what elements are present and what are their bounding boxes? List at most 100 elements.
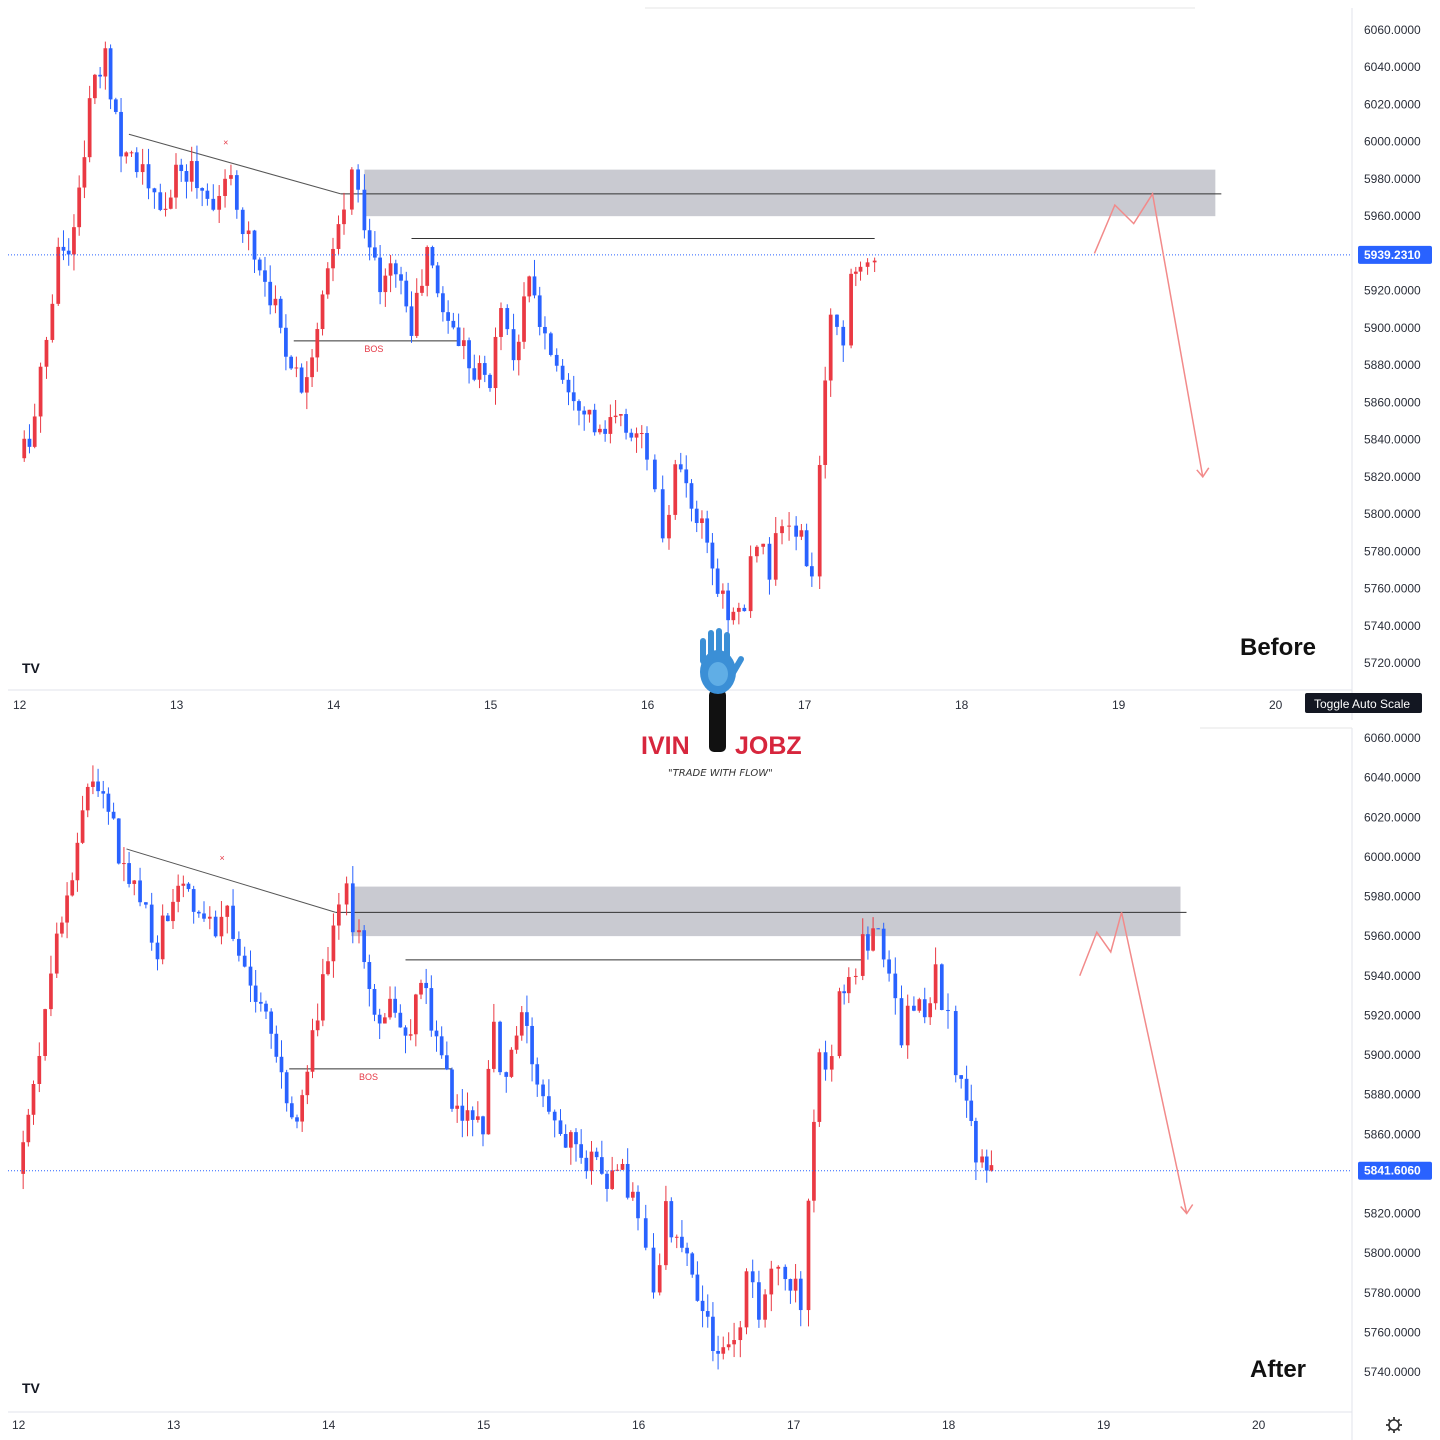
candle-body xyxy=(138,880,142,903)
candle xyxy=(504,1071,509,1093)
candle xyxy=(420,269,424,296)
candle-body xyxy=(793,1278,798,1291)
candle-body xyxy=(186,883,191,890)
candle xyxy=(846,967,851,1004)
candle-body xyxy=(196,911,201,914)
before-label: Before xyxy=(1240,634,1316,661)
candle-body xyxy=(837,991,842,1057)
candle-body xyxy=(419,982,423,995)
candle-body xyxy=(149,904,154,943)
candle-body xyxy=(388,263,393,276)
candle xyxy=(403,1025,408,1054)
candle-body xyxy=(629,432,634,438)
candle xyxy=(871,917,875,952)
y-tick-label: 5820.0000 xyxy=(1364,470,1421,484)
candle xyxy=(577,399,581,426)
gear-icon[interactable] xyxy=(1386,1417,1402,1433)
candle-body xyxy=(455,1105,460,1109)
candle-body xyxy=(799,530,804,537)
candle xyxy=(673,459,678,520)
candle xyxy=(393,986,398,1018)
candle xyxy=(289,1096,294,1120)
candle-body xyxy=(50,303,55,340)
candle-body xyxy=(289,1103,294,1118)
candle-body xyxy=(103,48,108,77)
candle-body xyxy=(356,169,360,190)
candle-body xyxy=(176,885,181,902)
candle-body xyxy=(881,928,886,960)
candle xyxy=(511,313,516,371)
projection-arrow-icon xyxy=(1180,1204,1194,1215)
candle-body xyxy=(620,1163,625,1170)
candle xyxy=(984,1149,989,1183)
candle xyxy=(446,300,451,334)
candle xyxy=(519,1006,524,1041)
candle-body xyxy=(871,928,875,951)
candle-body xyxy=(651,1247,656,1293)
candle xyxy=(257,257,262,276)
candle-body xyxy=(331,248,335,269)
candle-body xyxy=(66,250,71,255)
candle-body xyxy=(430,247,435,266)
candle-body xyxy=(548,333,553,355)
candle xyxy=(49,955,53,1017)
candle-body xyxy=(678,464,683,470)
candle xyxy=(274,1025,279,1063)
candle xyxy=(866,926,870,960)
candle-body xyxy=(96,781,100,792)
candle xyxy=(893,957,898,1015)
candle-body xyxy=(465,1110,470,1121)
candle xyxy=(294,356,299,378)
candle xyxy=(22,430,27,462)
candle xyxy=(299,363,304,394)
candle xyxy=(205,183,210,206)
candle-body xyxy=(191,889,196,912)
candle xyxy=(202,901,206,922)
candle-body xyxy=(742,607,747,612)
candle xyxy=(219,901,224,945)
candle-body xyxy=(809,566,814,577)
candle xyxy=(207,906,212,930)
candle xyxy=(331,237,335,282)
candle xyxy=(899,985,904,1048)
candle-body xyxy=(721,1347,726,1354)
panel-before: BOS × 5939.2310 6060.0000 6040.0000 6020.0000… xyxy=(8,7,1432,720)
x-tick-label: 16 xyxy=(632,1418,646,1432)
y-tick-label: 6000.0000 xyxy=(1364,135,1421,149)
candle xyxy=(788,1278,793,1304)
candle xyxy=(367,954,372,1007)
candle xyxy=(773,516,778,586)
hand-icon xyxy=(700,628,744,694)
candle-body xyxy=(783,1266,788,1280)
toggle-auto-scale-button[interactable]: Toggle Auto Scale xyxy=(1305,693,1422,713)
candle xyxy=(787,512,791,541)
candle-body xyxy=(974,1120,978,1163)
candle-body xyxy=(108,48,113,100)
projection-path xyxy=(1079,912,1188,1214)
candle xyxy=(636,1185,640,1231)
candle xyxy=(599,1140,604,1175)
candle xyxy=(514,1026,519,1054)
candle xyxy=(492,1003,496,1073)
gear-ring xyxy=(1388,1419,1400,1431)
y-tick-label: 5820.0000 xyxy=(1364,1207,1421,1221)
candle-body xyxy=(726,590,730,621)
candle xyxy=(310,1018,315,1079)
candle xyxy=(248,950,253,1003)
candle-body xyxy=(794,525,799,537)
candle xyxy=(163,192,168,217)
candle xyxy=(429,975,434,1037)
candle-body xyxy=(598,428,602,433)
candle xyxy=(404,271,409,313)
candle-body xyxy=(634,433,639,438)
candle xyxy=(579,1129,584,1164)
candle-body xyxy=(119,111,123,157)
candle-body xyxy=(49,973,53,1010)
candle xyxy=(152,187,157,209)
candle xyxy=(613,400,618,424)
candle xyxy=(258,992,263,1012)
candle-body xyxy=(213,916,218,937)
candle-body xyxy=(608,417,613,434)
candle-body xyxy=(289,356,294,369)
candle xyxy=(715,558,720,597)
